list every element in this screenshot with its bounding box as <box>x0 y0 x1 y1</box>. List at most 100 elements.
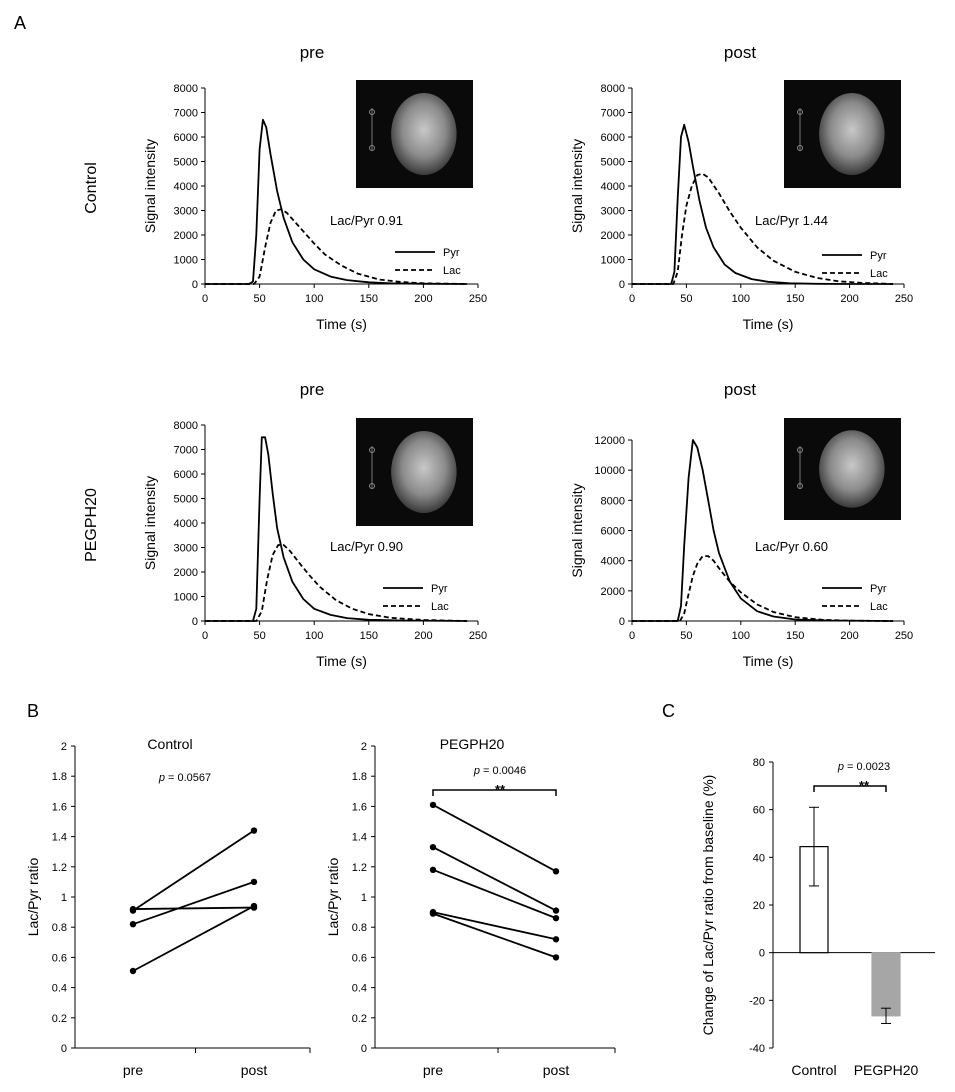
legend-pyr-label: Pyr <box>443 247 460 259</box>
pre-point <box>429 801 437 809</box>
chart-title: post <box>724 380 756 399</box>
mri-scale-marker <box>797 483 803 489</box>
x-tick-label: 50 <box>680 293 692 305</box>
y-tick-label: 0.6 <box>52 952 67 964</box>
chart-title: PEGPH20 <box>440 736 505 752</box>
y-tick-label: 8000 <box>174 420 198 432</box>
post-point <box>250 827 258 834</box>
y-axis-label: Change of Lac/Pyr ratio from baseline (%… <box>700 775 716 1036</box>
heart-image <box>391 430 457 514</box>
y-tick-label: 40 <box>753 852 765 864</box>
pre-point <box>429 866 437 874</box>
y-tick-label: 8000 <box>601 495 625 507</box>
y-tick-label: 5000 <box>174 157 198 169</box>
x-tick-label: 0 <box>629 630 635 642</box>
post-point <box>552 936 560 943</box>
y-tick-label: 80 <box>753 757 765 769</box>
x-tick-label: 50 <box>253 630 265 642</box>
y-tick-label: 4000 <box>601 181 625 193</box>
y-tick-label: 4000 <box>174 181 198 193</box>
y-axis-label: Signal intensity <box>142 139 158 233</box>
y-axis-label: Signal intensity <box>569 139 585 233</box>
significance-stars: ** <box>859 778 870 793</box>
chart-title: pre <box>300 380 325 399</box>
legend-pyr-label: Pyr <box>431 583 448 595</box>
p-symbol: p <box>158 772 165 784</box>
y-axis-label: Signal intensity <box>569 483 585 577</box>
chart-b-control: Control 0 0.2 0.4 0.6 0.8 1 1.2 1.4 1.6 1.8 2 pre pos… <box>25 736 311 1078</box>
y-tick-label: 1000 <box>174 255 198 267</box>
legend-lac-label: Lac <box>443 265 461 277</box>
chart-pegph20-pre: pre 0 1000 2000 3000 4000 5000 6000 7000 8000 0 50 1… <box>142 380 487 669</box>
x-tick-label: 50 <box>680 630 692 642</box>
y-tick-label: 6000 <box>174 469 198 481</box>
y-tick-label: 1.2 <box>52 862 67 874</box>
y-tick-label: 0.4 <box>52 983 67 995</box>
y-tick-label: 0.6 <box>352 952 367 964</box>
y-tick-label: 1000 <box>174 592 198 604</box>
y-tick-label: 7000 <box>174 108 198 120</box>
pre-point <box>129 967 137 975</box>
y-tick-label: 7000 <box>601 108 625 120</box>
series-lac-line <box>205 208 468 285</box>
y-tick-label: 0.2 <box>52 1013 67 1025</box>
chart-b-pegph20: PEGPH20 0 0.2 0.4 0.6 0.8 1 1.2 1.4 1.6 1.8 2 pre pos… <box>325 736 616 1078</box>
y-tick-label: 1000 <box>601 255 625 267</box>
y-tick-label: 6000 <box>601 132 625 144</box>
y-tick-label: 5000 <box>174 494 198 506</box>
y-tick-label: 1.4 <box>52 832 67 844</box>
x-tick-label: 150 <box>786 630 804 642</box>
y-tick-label: 2000 <box>174 567 198 579</box>
x-category-label: post <box>241 1062 268 1078</box>
y-tick-label: 0.2 <box>352 1013 367 1025</box>
y-tick-label: 4000 <box>174 518 198 530</box>
p-value-label: p = 0.0567 <box>158 772 211 784</box>
x-tick-label: 0 <box>629 293 635 305</box>
x-tick-label: 100 <box>732 293 750 305</box>
significance-stars: ** <box>495 782 506 797</box>
y-tick-label: 6000 <box>601 526 625 538</box>
x-tick-label: 200 <box>840 293 858 305</box>
mri-scale-marker <box>369 145 375 151</box>
y-axis-label: Lac/Pyr ratio <box>25 857 41 936</box>
x-tick-label: 200 <box>414 293 432 305</box>
lac-pyr-annotation: Lac/Pyr 0.91 <box>330 213 403 228</box>
y-tick-label: 3000 <box>174 543 198 555</box>
pre-point <box>129 920 137 928</box>
y-tick-label: 0 <box>192 279 198 291</box>
mri-scale-marker <box>369 447 375 453</box>
paired-line <box>432 846 557 912</box>
y-tick-label: 10000 <box>594 465 625 477</box>
x-tick-label: 250 <box>469 630 487 642</box>
series-lac-line <box>632 555 894 622</box>
y-tick-label: 1 <box>361 892 367 904</box>
y-tick-label: 0 <box>361 1043 367 1055</box>
legend-lac-label: Lac <box>431 601 449 613</box>
y-axis-label: Lac/Pyr ratio <box>325 857 341 936</box>
x-category-label: pre <box>423 1062 443 1078</box>
x-category-label: Control <box>791 1062 836 1078</box>
x-tick-label: 100 <box>305 293 323 305</box>
p-value: = 0.0567 <box>165 772 211 784</box>
y-tick-label: 4000 <box>601 556 625 568</box>
panel-label-a: A <box>14 13 26 33</box>
legend-lac-label: Lac <box>870 268 888 280</box>
y-tick-label: 1.8 <box>352 771 367 783</box>
x-tick-label: 250 <box>895 630 913 642</box>
x-category-label: pre <box>123 1062 143 1078</box>
y-tick-label: 0 <box>192 616 198 628</box>
y-tick-label: 1.6 <box>352 801 367 813</box>
mri-scale-marker <box>797 145 803 151</box>
x-tick-label: 200 <box>414 630 432 642</box>
y-tick-label: 60 <box>753 805 765 817</box>
x-category-label: post <box>543 1062 570 1078</box>
pre-point <box>429 843 437 851</box>
mri-scale-marker <box>369 109 375 115</box>
y-tick-label: 0 <box>619 616 625 628</box>
p-value: = 0.0023 <box>844 761 890 773</box>
post-point <box>250 878 258 886</box>
mri-scale-marker <box>797 109 803 115</box>
y-tick-label: 8000 <box>601 83 625 95</box>
x-tick-label: 100 <box>732 630 750 642</box>
